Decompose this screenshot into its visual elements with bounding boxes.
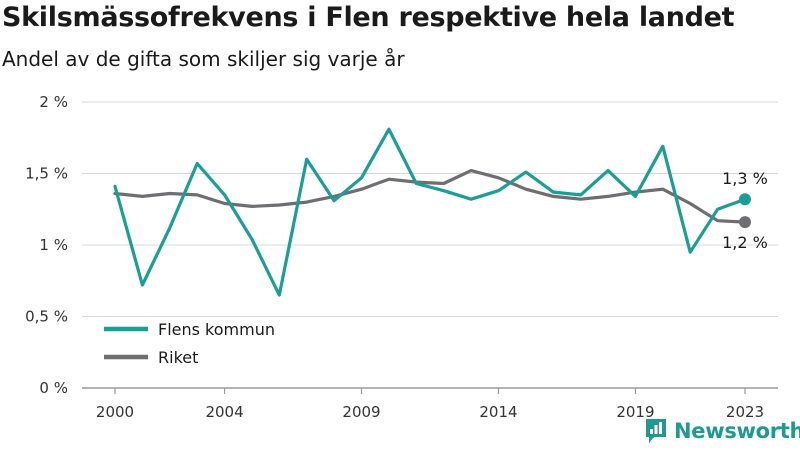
y-tick-label: 1,5 % [25,165,68,183]
legend-label: Flens kommun [158,320,275,339]
brand-name: Newsworthy [674,419,800,443]
legend-label: Riket [158,348,198,367]
x-tick-label: 2009 [342,403,380,421]
chart-title: Skilsmässofrekvens i Flen respektive hel… [2,2,735,33]
y-tick-label: 2 % [39,93,68,111]
x-tick-label: 2019 [616,403,654,421]
end-point-riket [739,216,751,229]
chart-subtitle: Andel av de gifta som skiljer sig varje … [2,47,405,71]
series-line-flen [113,127,747,297]
series-line-riket [113,169,747,224]
x-tick-label: 2014 [479,403,517,421]
y-tick-label: 1 % [39,236,68,254]
y-tick-label: 0 % [39,379,68,397]
x-tick-label: 2000 [96,403,134,421]
end-label-riket: 1,2 % [722,233,768,252]
x-tick-label: 2004 [205,403,243,421]
newsworthy-logo: Newsworthy [644,418,800,444]
end-point-flen [739,193,751,206]
end-label-flen: 1,3 % [722,169,768,188]
bar-chart-icon [646,419,666,443]
x-tick-label: 2023 [726,403,764,421]
y-tick-label: 0,5 % [25,308,68,326]
